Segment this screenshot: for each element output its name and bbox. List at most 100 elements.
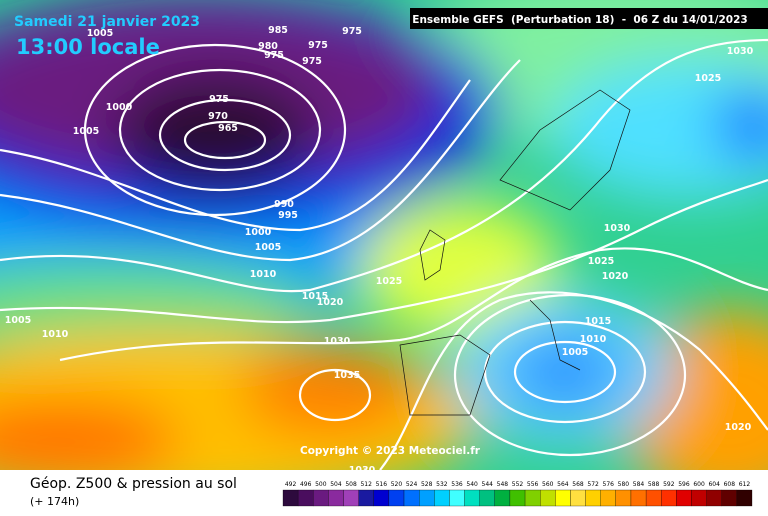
legend-value: 508	[345, 481, 357, 488]
legend-swatch	[479, 489, 495, 507]
isobars	[0, 38, 768, 470]
time: 13:00 locale	[16, 35, 160, 59]
isobar-label: 965	[218, 123, 238, 134]
legend-swatch	[615, 489, 632, 507]
legend-swatch	[509, 489, 526, 507]
legend-value: 568	[572, 481, 584, 488]
legend-value: 492	[285, 481, 297, 488]
legend-value: 600	[693, 481, 705, 488]
legend-swatch	[585, 489, 601, 507]
isobar-label: 975	[209, 94, 229, 105]
legend-value: 528	[421, 481, 433, 488]
legend-swatch	[555, 489, 571, 507]
legend-swatch	[403, 489, 420, 507]
isobar-label: 1030	[727, 46, 754, 57]
isobar-label: 975	[308, 40, 328, 51]
isobar-label: 1020	[317, 297, 344, 308]
coastlines	[399, 89, 631, 416]
legend-swatch	[373, 489, 390, 507]
legend-swatch	[434, 489, 450, 507]
isobar-label: 1020	[602, 271, 629, 282]
legend-swatch	[721, 489, 738, 507]
legend-value: 580	[618, 481, 630, 488]
legend-value: 544	[482, 481, 494, 488]
isobar-label: 1035	[334, 370, 360, 381]
legend-swatch	[524, 489, 541, 507]
isobar-label: 975	[264, 50, 284, 61]
isobar-label: 975	[342, 26, 362, 37]
legend-swatch	[328, 489, 344, 507]
legend-value: 512	[360, 481, 372, 488]
legend-swatch	[676, 489, 692, 507]
legend-value: 532	[436, 481, 448, 488]
legend-swatch	[736, 489, 753, 507]
legend-swatch	[313, 489, 329, 507]
isobar-label: 990	[274, 199, 294, 210]
legend-swatch	[706, 489, 722, 507]
isobar-label: 1010	[42, 329, 69, 340]
isobar-label: 980	[258, 41, 278, 52]
legend-swatch	[540, 489, 556, 507]
isobar-label: 1000	[245, 227, 272, 238]
legend-value: 496	[300, 481, 312, 488]
model-info: Ensemble GEFS (Perturbation 18) - 06 Z d…	[412, 14, 747, 26]
legend-swatch	[645, 489, 662, 507]
legend-value: 500	[315, 481, 327, 488]
legend-value: 608	[724, 481, 736, 488]
isobar-label: 985	[268, 25, 288, 36]
legend-swatch	[419, 489, 435, 507]
legend-swatch	[282, 489, 299, 507]
isobar-label: 1025	[695, 73, 721, 84]
legend-swatch	[494, 489, 511, 507]
isobar-label: 1000	[106, 102, 133, 113]
isobar-label: 1030	[349, 465, 376, 476]
legend-value: 548	[497, 481, 509, 488]
legend-value: 536	[451, 481, 463, 488]
isobar-label: 1005	[87, 28, 113, 39]
legend-swatch	[343, 489, 359, 507]
legend-swatch	[388, 489, 405, 507]
isobar-label: 975	[302, 56, 322, 67]
isobar-label: 1025	[588, 256, 614, 267]
legend-value: 516	[376, 481, 388, 488]
isobar-label: 995	[278, 210, 298, 221]
isobar-label: 1010	[580, 334, 607, 345]
isobar-label: 970	[208, 111, 228, 122]
isobar-label: 1005	[5, 315, 31, 326]
legend-value: 588	[648, 481, 660, 488]
legend-value: 584	[633, 481, 645, 488]
legend-value: 524	[406, 481, 418, 488]
legend-value: 564	[557, 481, 569, 488]
legend-value: 540	[466, 481, 478, 488]
isobar-label: 1020	[725, 422, 752, 433]
isobar-label: 1005	[255, 242, 281, 253]
legend-swatch	[358, 489, 374, 507]
isobar-label: 1030	[604, 223, 631, 234]
legend-value: 604	[708, 481, 720, 488]
date: Samedi 21 janvier 2023	[14, 14, 200, 30]
isobar-label: 1005	[73, 126, 99, 137]
legend-swatch	[570, 489, 586, 507]
isobar-label: 1015	[585, 316, 611, 327]
legend-value: 556	[527, 481, 539, 488]
isobar-label: 1010	[250, 269, 277, 280]
header-bar	[410, 8, 768, 29]
isobar-label: 1030	[324, 336, 351, 347]
legend-swatch	[600, 489, 616, 507]
legend-value: 592	[663, 481, 675, 488]
legend-swatch	[661, 489, 677, 507]
legend-value: 552	[512, 481, 524, 488]
legend-value: 596	[678, 481, 690, 488]
legend-value: 576	[603, 481, 615, 488]
lead-time: (+ 174h)	[30, 495, 79, 508]
isobar-label: 1025	[376, 276, 402, 287]
legend-value: 520	[391, 481, 403, 488]
legend-swatch	[449, 489, 465, 507]
legend-value: 560	[542, 481, 554, 488]
legend-value: 504	[330, 481, 342, 488]
footer-title: Géop. Z500 & pression au sol	[30, 476, 237, 492]
isobar-label: 1005	[562, 347, 588, 358]
legend-swatch	[691, 489, 707, 507]
copyright: Copyright © 2023 Meteociel.fr	[300, 445, 481, 457]
